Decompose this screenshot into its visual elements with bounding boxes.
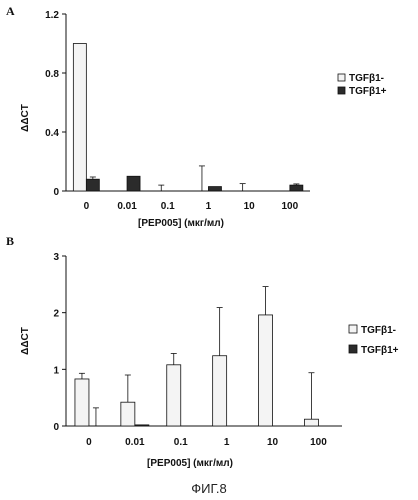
figure-caption: ФИГ.8 <box>191 481 227 496</box>
panel-a-bar-tgfb1-minus <box>72 43 87 192</box>
panel-a: A ΔΔCT [PEP005] (мкг/мл) TGFβ1- TGFβ1+ <box>6 4 387 229</box>
panel-b-legend-dark: TGFβ1+ <box>361 345 399 356</box>
panel-b-bar-tgfb1-minus <box>304 418 319 427</box>
panel-b-y-tick-label: 2 <box>53 309 59 320</box>
legend-swatch-light <box>348 324 358 334</box>
panel-b-letter: B <box>6 234 14 248</box>
panel-b-x-tick-label: 1 <box>224 437 230 448</box>
panel-b-legend: TGFβ1- TGFβ1+ <box>348 324 399 356</box>
panel-a-letter: A <box>6 4 15 18</box>
panel-a-x-tick-label: 0 <box>84 201 90 212</box>
panel-b-y-axis-label: ΔΔCT <box>20 327 31 355</box>
panel-b-legend-light: TGFβ1- <box>361 325 396 336</box>
panel-a-bar-tgfb1-plus <box>208 186 222 192</box>
panel-b-y-tick-label: 1 <box>53 365 59 376</box>
panel-a-x-tick-label: 0.01 <box>117 201 137 212</box>
panel-b-bar-tgfb1-minus <box>212 355 228 427</box>
panel-b-x-axis-label: [PEP005] (мкг/мл) <box>147 458 233 469</box>
panel-a-bar-tgfb1-plus <box>126 175 141 192</box>
panel-a-x-tick-label: 10 <box>244 201 256 212</box>
panel-b-x-tick-label: 0.1 <box>174 437 188 448</box>
panel-a-x-tick-label: 100 <box>282 201 299 212</box>
panel-a-x-tick-label: 1 <box>206 201 212 212</box>
panel-b-y-tick-label: 0 <box>53 422 59 433</box>
panel-b-x-tick-label: 10 <box>267 437 279 448</box>
panel-b-bar-tgfb1-plus <box>134 424 150 427</box>
legend-swatch-dark <box>348 344 358 354</box>
panel-a-bar-tgfb1-plus <box>85 178 100 192</box>
panel-a-y-tick-label: 0.4 <box>45 128 59 139</box>
panel-a-y-axis-label: ΔΔCT <box>20 104 31 132</box>
legend-swatch-dark <box>337 86 346 95</box>
panel-b-bar-tgfb1-minus <box>74 378 90 427</box>
panel-a-y-tick-label: 1.2 <box>45 10 59 21</box>
chart-marks: 0 0.4 0.8 1.2 0 0.01 0.1 1 10 100 0 1 2 3 0 0.01 0.1 1 10 1… <box>45 10 342 448</box>
panel-b-x-tick-label: 0.01 <box>125 437 145 448</box>
panel-a-y-tick-label: 0 <box>53 187 59 198</box>
panel-a-y-tick-label: 0.8 <box>45 69 59 80</box>
panel-a-legend-light: TGFβ1- <box>349 73 384 84</box>
panel-b-y-tick-label: 3 <box>53 252 59 263</box>
panel-b-x-tick-label: 100 <box>310 437 327 448</box>
panel-a-legend: TGFβ1- TGFβ1+ <box>337 73 387 97</box>
panel-b-bar-tgfb1-minus <box>120 401 136 427</box>
panel-a-x-axis-label: [PEP005] (мкг/мл) <box>138 218 224 229</box>
legend-swatch-light <box>337 73 346 82</box>
panel-a-bar-tgfb1-plus <box>289 184 304 192</box>
panel-b-bar-tgfb1-minus <box>166 364 182 427</box>
panel-a-legend-dark: TGFβ1+ <box>349 86 387 97</box>
panel-b: B ΔΔCT [PEP005] (мкг/мл) TGFβ1- TGFβ1+ <box>6 234 399 469</box>
panel-b-x-tick-label: 0 <box>86 437 92 448</box>
panel-a-x-tick-label: 0.1 <box>161 201 175 212</box>
panel-b-bar-tgfb1-minus <box>258 314 273 427</box>
